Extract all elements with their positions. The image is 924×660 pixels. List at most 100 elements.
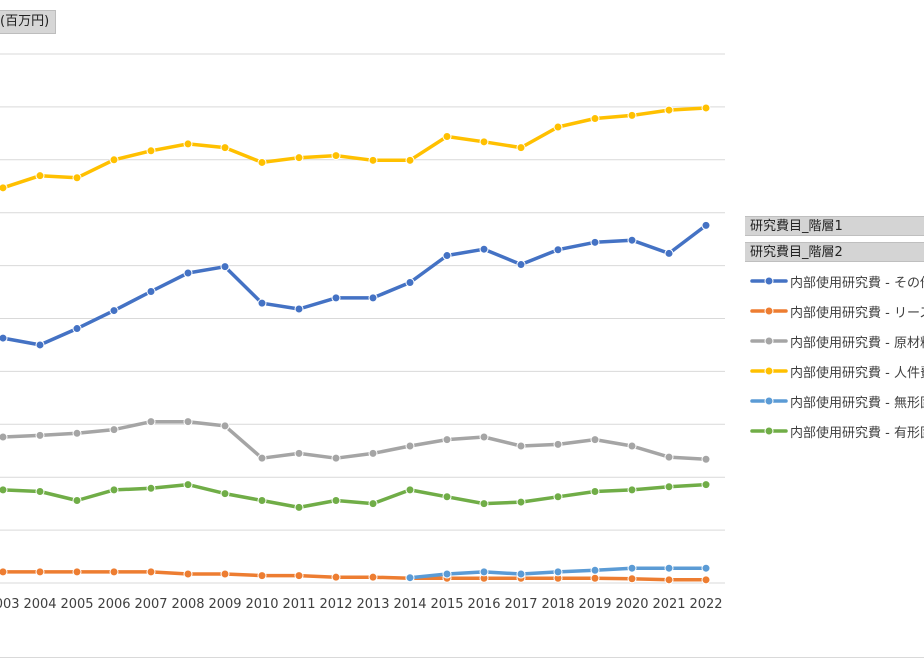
legend-item[interactable]: 内部使用研究費 - 無形固定資産 (750, 386, 924, 416)
data-point[interactable] (479, 137, 489, 147)
data-point[interactable] (257, 571, 267, 581)
data-point[interactable] (109, 425, 119, 435)
data-point[interactable] (479, 567, 489, 577)
legend-item[interactable]: 内部使用研究費 - その他 (750, 266, 924, 296)
data-point[interactable] (553, 492, 563, 502)
data-point[interactable] (109, 567, 119, 577)
data-point[interactable] (701, 220, 711, 230)
series-line[interactable] (1, 419, 708, 461)
field-button-level2[interactable]: 研究費目_階層2 (745, 242, 924, 262)
data-point[interactable] (405, 441, 415, 451)
data-point[interactable] (627, 574, 637, 584)
data-point[interactable] (664, 452, 674, 462)
series-line[interactable] (1, 482, 708, 510)
series-line[interactable] (1, 223, 708, 347)
data-point[interactable] (183, 268, 193, 278)
data-point[interactable] (35, 340, 45, 350)
data-point[interactable] (405, 155, 415, 165)
data-point[interactable] (294, 571, 304, 581)
data-point[interactable] (553, 122, 563, 132)
data-point[interactable] (72, 173, 82, 183)
data-point[interactable] (590, 573, 600, 583)
series-2[interactable] (0, 567, 711, 585)
data-point[interactable] (146, 417, 156, 427)
legend-item[interactable]: 内部使用研究費 - 人件費 (750, 356, 924, 386)
data-point[interactable] (257, 495, 267, 505)
data-point[interactable] (0, 485, 8, 495)
data-point[interactable] (0, 432, 8, 442)
data-point[interactable] (72, 428, 82, 438)
unit-label[interactable]: (百万円) (0, 10, 57, 34)
data-point[interactable] (0, 567, 8, 577)
data-point[interactable] (405, 573, 415, 583)
data-point[interactable] (183, 417, 193, 427)
data-point[interactable] (257, 157, 267, 167)
data-point[interactable] (516, 260, 526, 270)
data-point[interactable] (516, 143, 526, 153)
series-3[interactable] (0, 417, 711, 464)
data-point[interactable] (146, 287, 156, 297)
data-point[interactable] (220, 569, 230, 579)
data-point[interactable] (257, 453, 267, 463)
data-point[interactable] (146, 483, 156, 493)
series-line[interactable] (1, 106, 708, 190)
data-point[interactable] (627, 441, 637, 451)
series-4[interactable] (0, 103, 711, 193)
data-point[interactable] (553, 245, 563, 255)
data-point[interactable] (590, 435, 600, 445)
data-point[interactable] (516, 441, 526, 451)
data-point[interactable] (183, 480, 193, 490)
data-point[interactable] (627, 563, 637, 573)
field-button-level1[interactable]: 研究費目_階層1 (745, 216, 924, 236)
data-point[interactable] (553, 567, 563, 577)
data-point[interactable] (35, 171, 45, 181)
data-point[interactable] (701, 454, 711, 464)
data-point[interactable] (72, 567, 82, 577)
data-point[interactable] (701, 103, 711, 113)
data-point[interactable] (72, 495, 82, 505)
data-point[interactable] (442, 435, 452, 445)
data-point[interactable] (664, 563, 674, 573)
data-point[interactable] (701, 575, 711, 585)
data-point[interactable] (405, 485, 415, 495)
data-point[interactable] (331, 151, 341, 161)
data-point[interactable] (442, 492, 452, 502)
data-point[interactable] (35, 567, 45, 577)
data-point[interactable] (590, 114, 600, 124)
data-point[interactable] (294, 304, 304, 314)
data-point[interactable] (442, 569, 452, 579)
data-point[interactable] (479, 499, 489, 509)
data-point[interactable] (331, 293, 341, 303)
data-point[interactable] (479, 244, 489, 254)
legend-item[interactable]: 内部使用研究費 - 原材料費 (750, 326, 924, 356)
data-point[interactable] (331, 572, 341, 582)
series-5[interactable] (405, 563, 711, 583)
data-point[interactable] (35, 430, 45, 440)
series-line[interactable] (1, 570, 708, 582)
data-point[interactable] (368, 448, 378, 458)
legend-item[interactable]: 内部使用研究費 - リース料 (750, 296, 924, 326)
data-point[interactable] (516, 497, 526, 507)
data-point[interactable] (109, 485, 119, 495)
data-point[interactable] (368, 155, 378, 165)
data-point[interactable] (109, 306, 119, 316)
data-point[interactable] (516, 569, 526, 579)
data-point[interactable] (664, 248, 674, 258)
data-point[interactable] (664, 482, 674, 492)
data-point[interactable] (146, 567, 156, 577)
series-6[interactable] (0, 480, 711, 512)
data-point[interactable] (368, 293, 378, 303)
data-point[interactable] (627, 485, 637, 495)
data-point[interactable] (220, 262, 230, 272)
data-point[interactable] (479, 432, 489, 442)
data-point[interactable] (590, 565, 600, 575)
data-point[interactable] (664, 575, 674, 585)
data-point[interactable] (442, 132, 452, 142)
data-point[interactable] (590, 486, 600, 496)
data-point[interactable] (183, 139, 193, 149)
data-point[interactable] (0, 183, 8, 193)
data-point[interactable] (627, 110, 637, 120)
data-point[interactable] (590, 237, 600, 247)
data-point[interactable] (0, 333, 8, 343)
data-point[interactable] (146, 146, 156, 156)
